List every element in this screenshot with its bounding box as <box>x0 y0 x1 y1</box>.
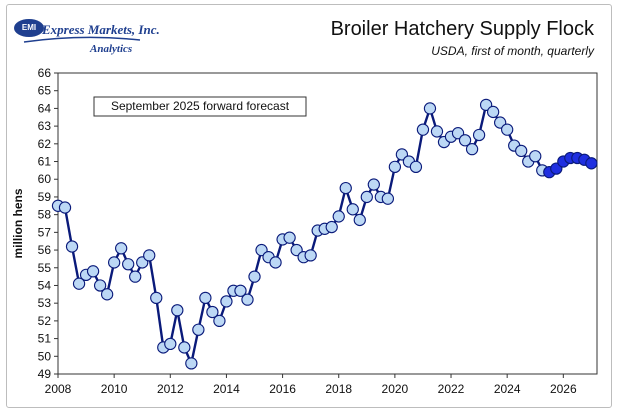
annotation-text: September 2025 forward forecast <box>111 99 290 113</box>
x-tick-label: 2016 <box>269 382 296 396</box>
actual-data-point <box>430 125 444 138</box>
actual-data-point <box>416 123 430 136</box>
actual-data-point <box>86 265 100 278</box>
y-axis: 49 50 51 52 53 54 55 56 57 58 59 60 61 62 63 64 65 66 <box>38 66 58 381</box>
actual-data-point <box>360 190 373 204</box>
chart-subtitle: USDA, first of month, quarterly <box>431 44 594 58</box>
x-tick-label: 2022 <box>438 382 465 396</box>
actual-data-point <box>529 150 542 163</box>
actual-data-point <box>93 279 107 292</box>
actual-data-point <box>100 288 114 301</box>
x-tick-label: 2024 <box>494 382 521 396</box>
actual-data-point <box>115 242 128 255</box>
y-axis-label: million hens <box>11 188 25 258</box>
actual-data-point <box>248 270 261 283</box>
actual-data-point <box>178 341 191 354</box>
forecast-data-point <box>585 157 598 170</box>
actual-data-point <box>388 160 402 173</box>
actual-data-point <box>65 240 79 253</box>
y-tick-label: 53 <box>38 296 52 310</box>
x-tick-label: 2008 <box>45 382 72 396</box>
actual-data-point <box>346 203 359 216</box>
chart-title: Broiler Hatchery Supply Flock <box>330 18 594 40</box>
actual-data-point <box>269 256 282 269</box>
plot-area <box>57 72 598 375</box>
y-tick-label: 52 <box>38 314 52 328</box>
logo-division: Analytics <box>90 43 133 55</box>
actual-data-point <box>472 128 486 142</box>
y-tick-label: 62 <box>38 137 52 151</box>
actual-data-point <box>143 249 156 262</box>
chart-frame <box>6 4 612 408</box>
actual-data-point <box>107 256 121 269</box>
x-tick-label: 2014 <box>213 382 240 396</box>
y-tick-label: 51 <box>38 332 52 346</box>
y-tick-label: 59 <box>38 190 52 204</box>
annotation-box <box>93 96 307 117</box>
actual-data-point <box>353 213 366 227</box>
y-tick-label: 57 <box>38 225 52 239</box>
actual-data-point <box>234 284 247 297</box>
actual-data-point <box>129 270 142 283</box>
actual-data-point <box>199 291 212 305</box>
y-tick-label: 54 <box>38 278 52 292</box>
actual-data-point <box>367 178 380 191</box>
actual-data-point <box>58 201 72 214</box>
actual-data-point <box>150 291 163 305</box>
y-tick-label: 63 <box>38 119 52 133</box>
actual-data-point <box>409 160 423 173</box>
actual-data-point <box>192 323 205 336</box>
actual-data-point <box>185 357 198 370</box>
actual-data-point <box>458 134 472 147</box>
forecast-annotation: September 2025 forward forecast <box>93 96 307 117</box>
actual-data-point <box>213 314 226 328</box>
y-tick-label: 60 <box>38 172 52 186</box>
actual-data-point <box>283 231 296 244</box>
y-tick-label: 49 <box>38 367 52 381</box>
actual-data-point <box>241 293 254 306</box>
actual-data-point <box>339 181 352 195</box>
logo-swoosh-icon <box>23 36 141 43</box>
actual-data-point <box>72 277 86 290</box>
x-tick-label: 2018 <box>325 382 352 396</box>
y-tick-label: 66 <box>38 66 52 80</box>
company-logo: EMI Express Markets, Inc. Analytics <box>14 12 160 62</box>
actual-data-point <box>171 304 184 317</box>
y-tick-label: 65 <box>38 84 52 98</box>
y-tick-label: 56 <box>38 243 52 257</box>
logo-badge: EMI <box>14 19 44 37</box>
actual-data-point <box>515 144 528 158</box>
actual-data-point <box>423 102 437 115</box>
actual-data-point <box>206 305 219 319</box>
x-tick-label: 2020 <box>382 382 409 396</box>
actual-data-point <box>164 337 177 351</box>
actual-data-point <box>122 258 135 271</box>
x-axis: 2008 2010 2012 2014 2016 2018 2020 2022 2024 2026 <box>45 374 577 396</box>
actual-data-point <box>332 210 345 223</box>
actual-data-point <box>465 142 479 156</box>
y-tick-label: 50 <box>38 349 52 363</box>
series-points <box>51 98 598 370</box>
y-tick-label: 61 <box>38 155 52 169</box>
y-tick-label: 64 <box>38 101 52 115</box>
y-tick-label: 55 <box>38 261 52 275</box>
x-tick-label: 2026 <box>550 382 577 396</box>
actual-data-point <box>325 220 338 234</box>
y-tick-label: 58 <box>38 208 52 222</box>
actual-data-point <box>304 249 317 262</box>
actual-data-point <box>220 295 233 308</box>
x-tick-label: 2012 <box>157 382 184 396</box>
actual-data-point <box>501 123 514 136</box>
actual-data-point <box>486 105 500 119</box>
x-tick-label: 2010 <box>101 382 128 396</box>
actual-data-point <box>381 192 395 205</box>
logo-company-name: Express Markets, Inc. <box>42 22 160 37</box>
